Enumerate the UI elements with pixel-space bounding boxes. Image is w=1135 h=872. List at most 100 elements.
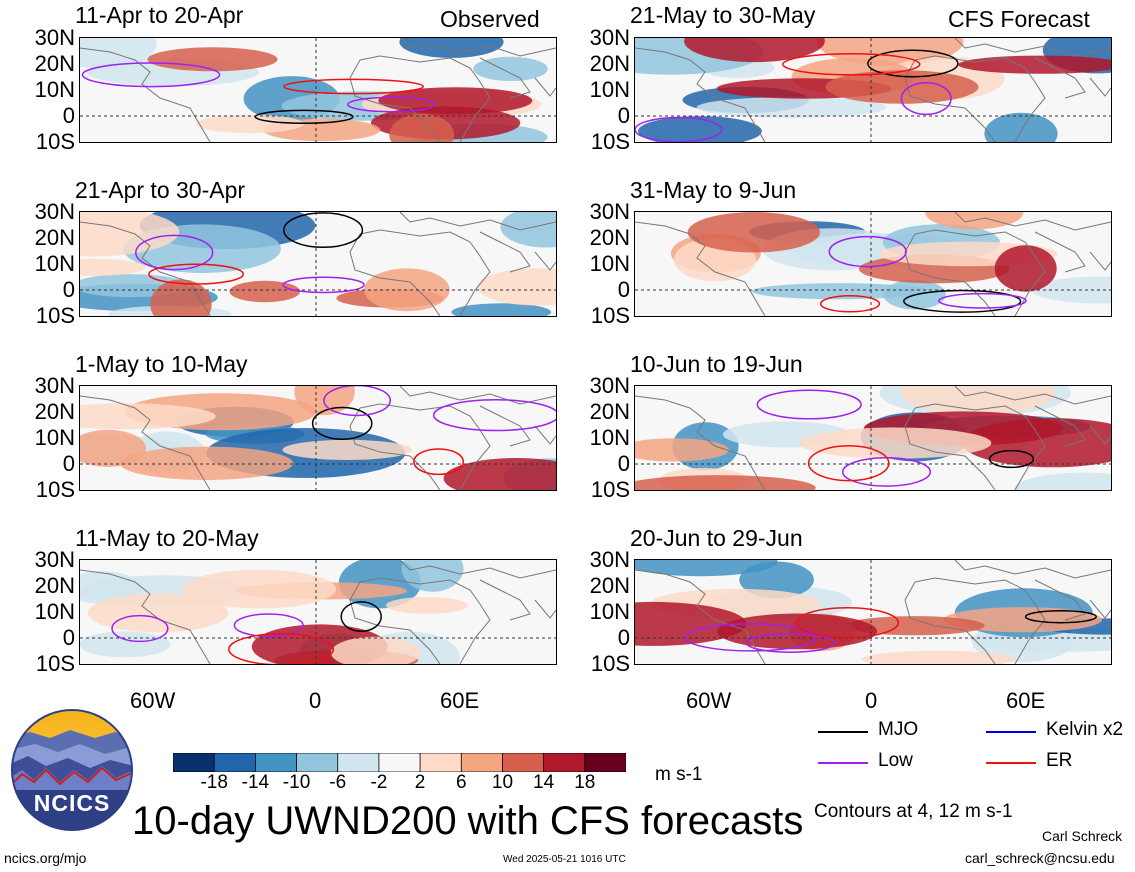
forecast-lat-label: 30N xyxy=(589,199,630,224)
coastline xyxy=(1034,231,1086,273)
coastline xyxy=(80,221,211,316)
forecast-lat-label: 30N xyxy=(589,373,630,398)
lon-label-60w-right: 60W xyxy=(686,688,732,713)
coastline xyxy=(349,59,441,142)
forecast-panel-title-4: 20-Jun to 29-Jun xyxy=(630,525,803,551)
lon-label-60w-left: 60W xyxy=(130,688,176,713)
observed-lat-label: 10N xyxy=(34,425,75,450)
low-contour xyxy=(347,96,436,113)
coastline xyxy=(635,569,766,664)
observed-lat-label: 0 xyxy=(62,625,75,650)
er-contour xyxy=(148,263,245,285)
forecast-map-panel-1 xyxy=(634,37,1112,143)
low-contour xyxy=(745,633,836,653)
colorbar-tick-label: -2 xyxy=(370,772,388,793)
colorbar-tick-label: 18 xyxy=(574,772,596,793)
observed-lat-label: 10S xyxy=(35,303,75,328)
coastline xyxy=(479,405,531,447)
contour-note: Contours at 4, 12 m s-1 xyxy=(814,801,1013,822)
colorbar-swatch xyxy=(460,752,504,773)
legend-label: Kelvin x2 xyxy=(1046,719,1124,740)
colorbar xyxy=(172,752,627,773)
forecast-lat-label: 10S xyxy=(590,651,630,676)
logo-text: NCICS xyxy=(33,790,111,816)
mjo-contour xyxy=(254,109,354,124)
lon-label-0-right: 0 xyxy=(865,688,878,713)
observed-lat-label: 20N xyxy=(34,51,75,76)
coastline xyxy=(399,38,556,57)
coastline xyxy=(904,59,996,142)
forecast-panel-title-2: 31-May to 9-Jun xyxy=(630,177,797,203)
coastline xyxy=(399,386,556,405)
coastline xyxy=(954,560,1111,579)
observed-panel-title-1: 11-Apr to 20-Apr xyxy=(75,2,244,28)
main-title: 10-day UWND200 with CFS forecasts xyxy=(132,799,804,843)
coastline xyxy=(635,47,766,142)
legend-label: MJO xyxy=(878,719,919,740)
coastline xyxy=(954,38,1111,57)
forecast-lat-label: 30N xyxy=(589,547,630,572)
observed-lat-label: 20N xyxy=(34,399,75,424)
observed-label: Observed xyxy=(440,6,540,32)
er-contour xyxy=(807,445,890,482)
forecast-lat-label: 10N xyxy=(589,251,630,276)
observed-lat-label: 10N xyxy=(34,599,75,624)
mjo-contour xyxy=(283,212,364,249)
colorbar-swatch xyxy=(543,752,586,773)
forecast-lat-label: 30N xyxy=(589,25,630,50)
observed-map-panel-3 xyxy=(79,385,557,491)
legend-line-er xyxy=(986,762,1036,764)
footer-url: ncics.org/mjo xyxy=(4,850,87,866)
coastline xyxy=(359,403,491,490)
coastline xyxy=(479,57,531,99)
er-contour xyxy=(413,448,465,476)
coastline xyxy=(399,560,556,579)
coastline xyxy=(1034,57,1086,99)
observed-map-panel-1 xyxy=(79,37,557,143)
coastline xyxy=(534,425,556,445)
coastline xyxy=(479,579,531,621)
legend-line-kelvin-x2 xyxy=(986,731,1036,733)
forecast-map-panel-2 xyxy=(634,211,1112,317)
observed-panel-title-2: 21-Apr to 30-Apr xyxy=(75,177,246,203)
mjo-contour xyxy=(867,49,959,78)
observed-lat-label: 10N xyxy=(34,251,75,276)
colorbar-tick-label: -10 xyxy=(282,772,311,793)
coastline xyxy=(534,77,556,97)
coastline xyxy=(954,212,1111,231)
low-contour xyxy=(756,389,862,420)
colorbar-swatch xyxy=(296,752,339,773)
coastline xyxy=(80,395,211,490)
coastline xyxy=(1089,251,1111,271)
coastline xyxy=(914,577,1046,664)
observed-lat-label: 10S xyxy=(35,129,75,154)
observed-lat-label: 20N xyxy=(34,573,75,598)
colorbar-tick-label: 2 xyxy=(414,772,426,793)
coastline xyxy=(349,233,441,316)
footer-email: carl_schreck@ncsu.edu xyxy=(965,850,1115,866)
coastline xyxy=(1089,425,1111,445)
observed-panel-title-3: 1-May to 10-May xyxy=(75,351,248,377)
forecast-label: CFS Forecast xyxy=(948,6,1090,32)
lon-label-60e-right: 60E xyxy=(1006,688,1046,713)
forecast-panel-title-1: 21-May to 30-May xyxy=(630,2,816,28)
low-contour xyxy=(233,613,304,638)
colorbar-tick-label: 6 xyxy=(455,772,467,793)
colorbar-swatch xyxy=(213,752,256,773)
coastline xyxy=(534,599,556,619)
forecast-lat-label: 10S xyxy=(590,477,630,502)
er-contour xyxy=(782,52,921,76)
low-contour xyxy=(828,235,907,268)
forecast-lat-label: 20N xyxy=(589,399,630,424)
mjo-contour xyxy=(311,406,373,441)
observed-lat-label: 0 xyxy=(62,451,75,476)
coastline xyxy=(904,407,996,490)
colorbar-tick-label: 14 xyxy=(533,772,555,793)
footer-author: Carl Schreck xyxy=(1042,828,1123,844)
observed-lat-label: 10N xyxy=(34,77,75,102)
low-contour xyxy=(81,62,221,88)
forecast-lat-label: 10S xyxy=(590,129,630,154)
lon-label-0-left: 0 xyxy=(309,688,322,713)
colorbar-tick-label: 10 xyxy=(491,772,514,793)
forecast-lat-label: 20N xyxy=(589,225,630,250)
